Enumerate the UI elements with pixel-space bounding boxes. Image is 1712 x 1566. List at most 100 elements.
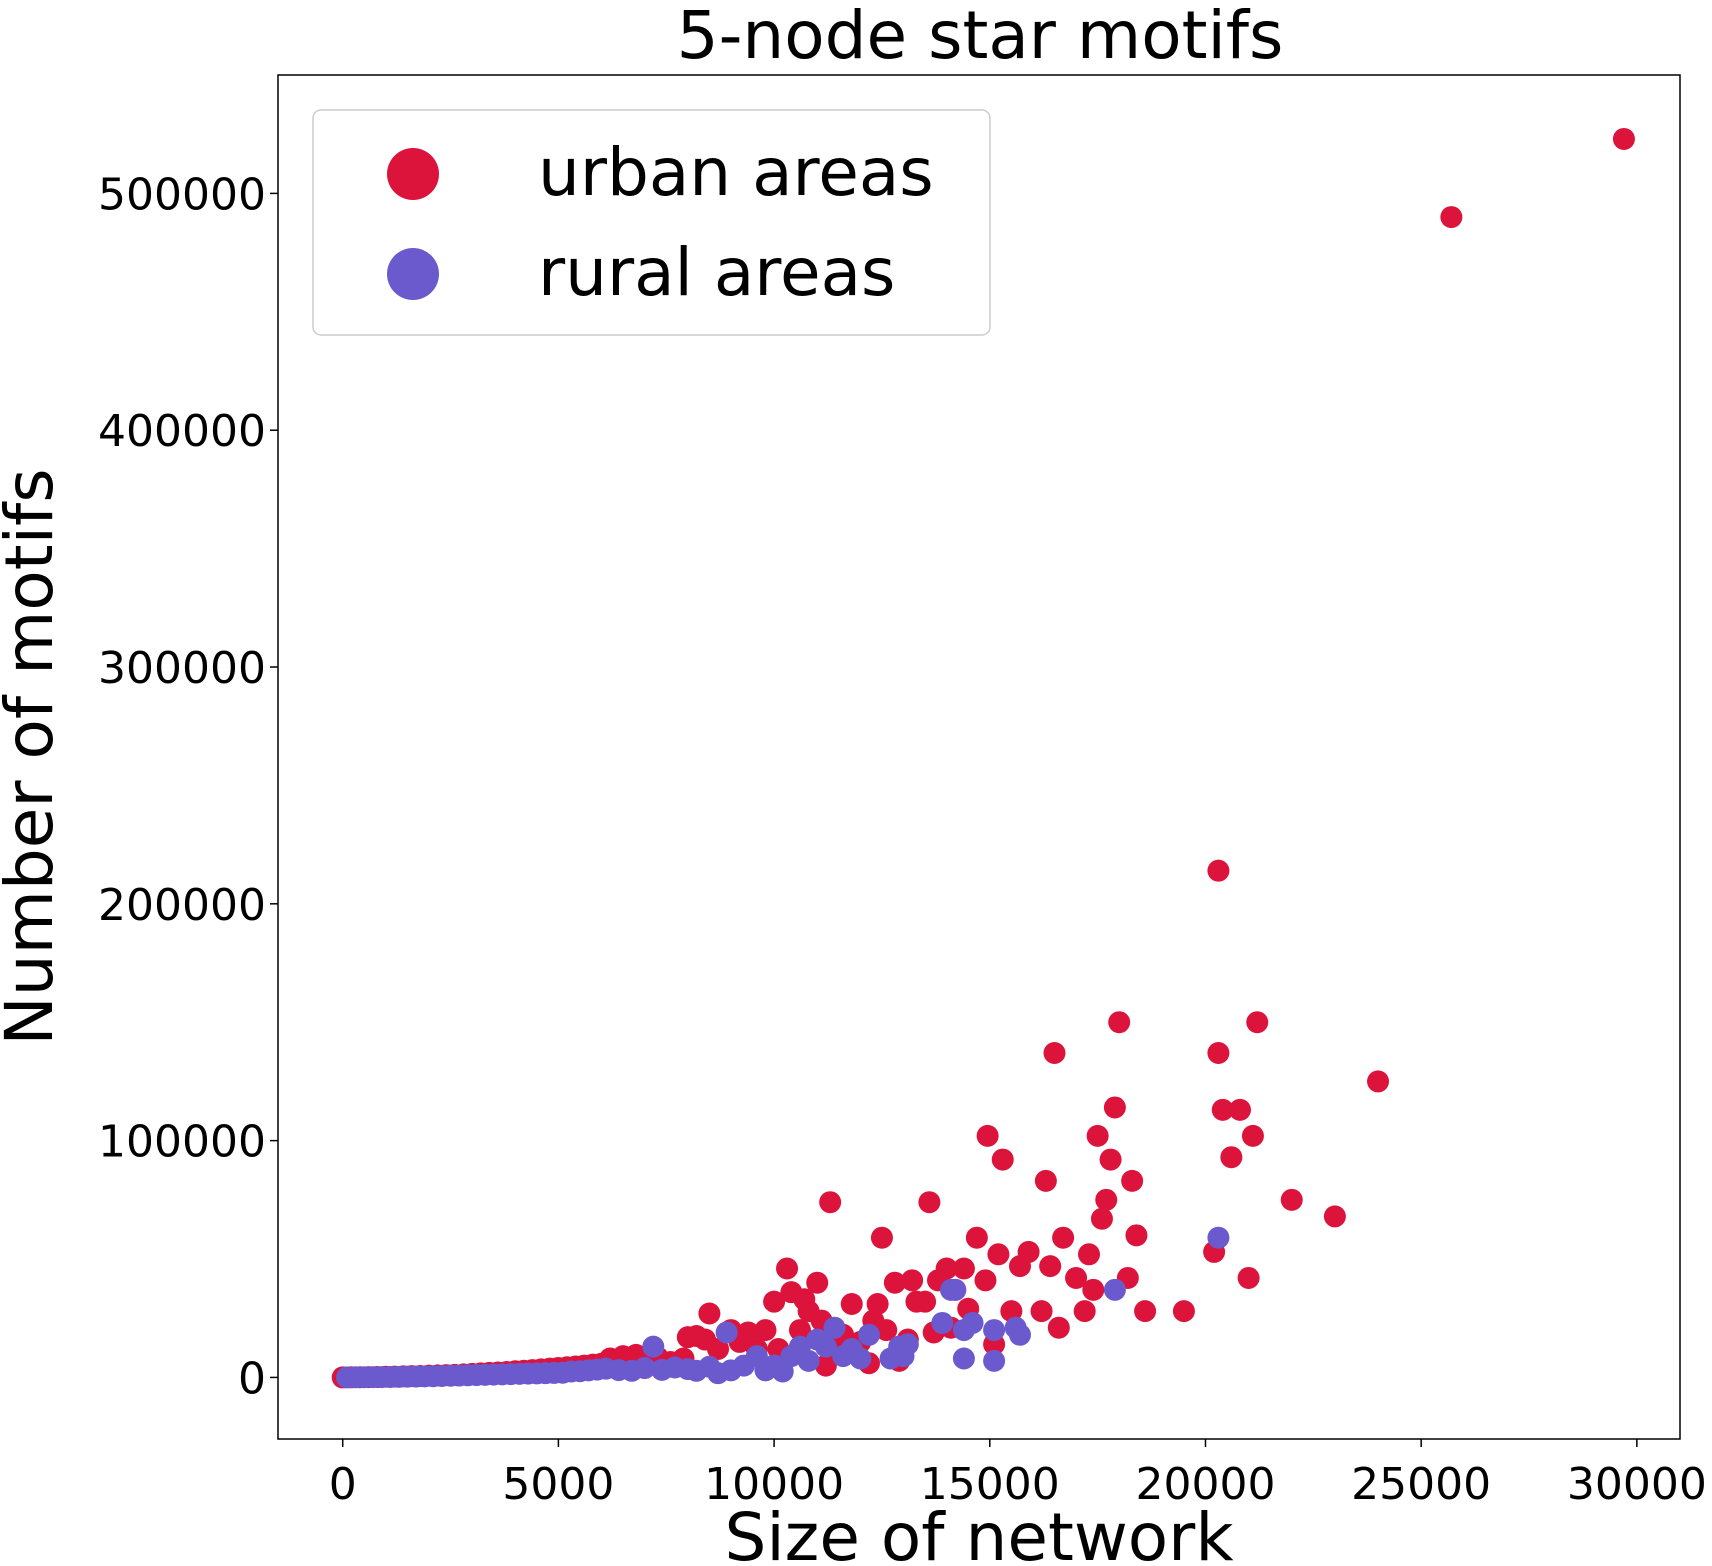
chart-title: 5-node star motifs <box>677 0 1284 74</box>
data-point <box>1323 1205 1346 1228</box>
data-point <box>1000 1300 1023 1323</box>
data-point <box>857 1323 880 1346</box>
data-point <box>1280 1188 1303 1211</box>
data-point <box>1207 859 1230 882</box>
legend-marker-urban <box>387 148 439 200</box>
data-point <box>814 1335 837 1358</box>
y-tick-label: 300000 <box>98 643 266 694</box>
data-point <box>961 1311 984 1334</box>
y-tick-label: 200000 <box>98 880 266 931</box>
data-point <box>1246 1011 1269 1034</box>
data-point <box>642 1335 665 1358</box>
data-point <box>715 1321 738 1344</box>
data-point <box>896 1333 919 1356</box>
legend: urban areas rural areas <box>312 109 991 336</box>
data-point <box>1008 1323 1031 1346</box>
legend-label-rural: rural areas <box>538 234 895 311</box>
data-point <box>1121 1169 1144 1192</box>
data-point <box>1065 1266 1088 1289</box>
x-tick-label: 15000 <box>920 1459 1060 1510</box>
data-point <box>983 1349 1006 1372</box>
data-point <box>870 1226 893 1249</box>
x-tick-label: 25000 <box>1351 1459 1491 1510</box>
data-point <box>987 1243 1010 1266</box>
y-tick-label: 100000 <box>98 1117 266 1168</box>
x-axis-label: Size of network <box>724 1499 1234 1566</box>
data-point <box>952 1257 975 1280</box>
x-tick-label: 30000 <box>1567 1459 1707 1510</box>
data-point <box>991 1148 1014 1171</box>
series-rural <box>336 1226 1230 1389</box>
data-point <box>931 1311 954 1334</box>
data-point <box>1103 1096 1126 1119</box>
data-point <box>797 1349 820 1372</box>
data-point <box>952 1347 975 1370</box>
data-point <box>1211 1098 1234 1121</box>
data-point <box>698 1302 721 1325</box>
y-tick-label: 500000 <box>98 169 266 220</box>
data-point <box>814 1354 837 1377</box>
data-point <box>1082 1278 1105 1301</box>
data-point <box>1090 1207 1113 1230</box>
data-point <box>1172 1300 1195 1323</box>
data-point <box>737 1321 760 1344</box>
data-point <box>1207 1042 1230 1065</box>
data-point <box>1095 1188 1118 1211</box>
y-axis-label: Number of motifs <box>0 468 68 1045</box>
data-point <box>1134 1300 1157 1323</box>
data-point <box>633 1356 656 1379</box>
data-point <box>788 1319 811 1342</box>
x-tick-label: 0 <box>329 1459 357 1510</box>
data-point <box>1039 1255 1062 1278</box>
data-point <box>1030 1300 1053 1323</box>
data-point <box>823 1316 846 1339</box>
data-points <box>331 127 1635 1389</box>
data-point <box>819 1191 842 1214</box>
data-point <box>935 1257 958 1280</box>
data-point <box>866 1293 889 1316</box>
data-point <box>944 1278 967 1301</box>
data-point <box>776 1257 799 1280</box>
y-tick-label: 0 <box>238 1353 266 1404</box>
data-point <box>1043 1042 1066 1065</box>
data-point <box>763 1290 786 1313</box>
data-point <box>1034 1169 1057 1192</box>
data-point <box>1125 1224 1148 1247</box>
data-point <box>1099 1148 1122 1171</box>
data-point <box>707 1338 730 1361</box>
data-point <box>1108 1011 1131 1034</box>
data-point <box>875 1319 898 1342</box>
data-point <box>849 1347 872 1370</box>
data-point <box>883 1271 906 1294</box>
data-point <box>1237 1266 1260 1289</box>
data-point <box>914 1290 937 1313</box>
x-axis: 0 5000 10000 15000 20000 25000 30000 <box>329 1439 1707 1510</box>
data-point <box>1017 1240 1040 1263</box>
data-point <box>1073 1300 1096 1323</box>
data-point <box>1086 1124 1109 1147</box>
data-point <box>806 1271 829 1294</box>
data-point <box>983 1319 1006 1342</box>
data-point <box>1228 1098 1251 1121</box>
legend-label-urban: urban areas <box>538 134 934 211</box>
data-point <box>840 1293 863 1316</box>
data-point <box>974 1269 997 1292</box>
legend-box <box>312 109 991 336</box>
x-tick-label: 20000 <box>1135 1459 1275 1510</box>
data-point <box>918 1191 941 1214</box>
data-point <box>1052 1226 1075 1249</box>
data-point <box>1078 1243 1101 1266</box>
legend-marker-rural <box>387 248 439 300</box>
data-point <box>901 1269 924 1292</box>
data-point <box>976 1124 999 1147</box>
data-point <box>965 1226 988 1249</box>
data-point <box>1367 1070 1390 1093</box>
x-tick-label: 10000 <box>704 1459 844 1510</box>
data-point <box>1207 1226 1230 1249</box>
x-tick-label: 5000 <box>502 1459 614 1510</box>
data-point <box>1612 127 1635 150</box>
data-point <box>1103 1278 1126 1301</box>
data-point <box>754 1319 777 1342</box>
y-axis: 0 100000 200000 300000 400000 500000 <box>98 169 278 1404</box>
